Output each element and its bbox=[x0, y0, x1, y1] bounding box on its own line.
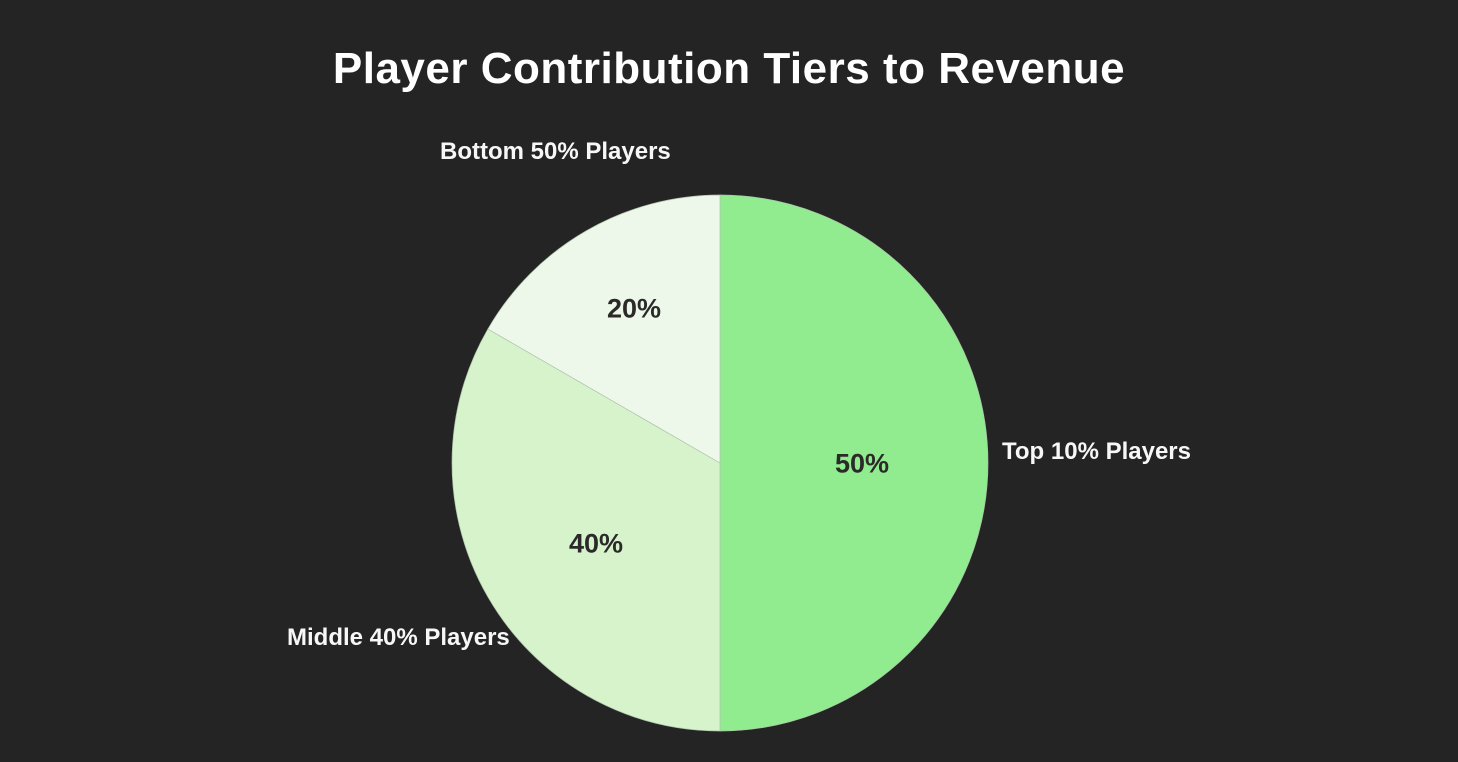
slice-value-top-10-players: 50% bbox=[834, 448, 890, 479]
pie-slice-2 bbox=[487, 194, 721, 464]
pie-slice-0 bbox=[719, 194, 989, 732]
slice-label-top-10-players: Top 10% Players bbox=[1002, 438, 1191, 465]
chart-title: Player Contribution Tiers to Revenue bbox=[332, 44, 1126, 93]
slice-value-middle-40-players: 40% bbox=[568, 528, 624, 559]
slice-label-bottom-50-players: Bottom 50% Players bbox=[440, 138, 671, 165]
slice-value-bottom-50-players: 20% bbox=[606, 293, 662, 324]
pie-chart bbox=[451, 194, 989, 732]
slice-label-middle-40-players: Middle 40% Players bbox=[287, 624, 510, 651]
pie-slice-1 bbox=[451, 328, 721, 732]
